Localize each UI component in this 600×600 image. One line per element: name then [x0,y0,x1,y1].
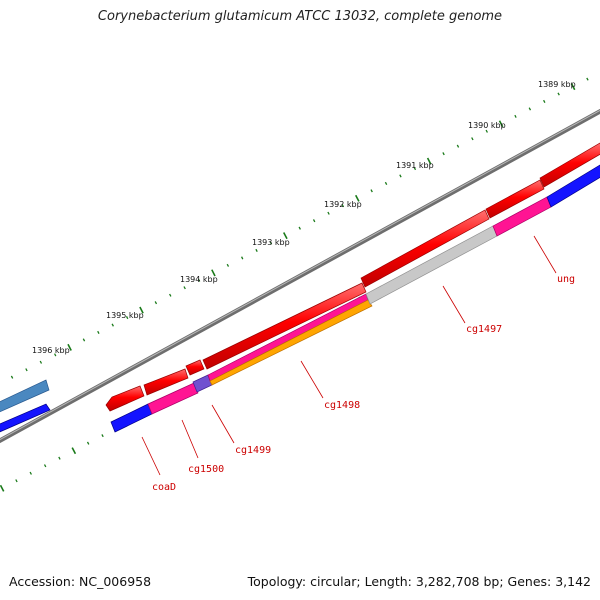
leader-line-coaD [141,436,161,476]
leader-line-cg1498 [300,360,324,399]
kbp-label: 1394 kbp [180,275,218,284]
major-tick [67,343,72,351]
kbp-label: 1395 kbp [106,311,144,320]
minor-tick [327,211,330,215]
minor-tick [169,293,172,297]
minor-tick [255,248,258,252]
minor-tick [125,316,129,320]
gene-feature-red [360,209,490,288]
major-tick [0,484,5,492]
minor-tick [58,456,61,460]
minor-tick [485,129,488,133]
gene-feature-red [185,359,205,376]
gene-feature-red [202,282,367,370]
minor-tick [54,353,57,357]
minor-tick [586,77,589,81]
minor-tick [413,167,417,171]
minor-tick [269,241,273,245]
major-tick [282,232,288,240]
leader-line-cg1497 [442,285,466,324]
minor-tick [312,219,316,223]
gene-feature-pink-cg1498 [207,293,369,382]
gene-label-ung: ung [557,274,575,285]
major-tick [426,157,432,165]
gene-feature-red [485,179,545,219]
gene-feature-blue-right [546,164,600,208]
kbp-label: 1392 kbp [324,200,362,209]
genome-backbone-highlight [0,109,600,441]
accession-text: Accession: NC_006958 [9,574,152,589]
minor-tick [226,263,230,267]
minor-tick [370,189,373,193]
minor-tick [557,92,560,96]
gene-labels: ung cg1497 cg1498 cg1499 cg1500 coaD [152,274,575,493]
minor-tick [39,360,43,364]
minor-tick [86,441,90,445]
minor-tick [111,323,114,327]
gene-feature-blue-left [0,403,51,433]
gene-feature-steel [0,379,50,413]
minor-tick [183,286,186,290]
gene-features [0,142,600,433]
major-tick [139,306,144,314]
minor-tick [15,479,18,483]
kbp-label: 1391 kbp [396,161,434,170]
kbp-label: 1393 kbp [252,238,290,247]
gene-feature-orange-cg1498 [209,299,373,386]
major-tick [211,269,216,277]
minor-tick [543,99,546,103]
major-tick [354,194,360,202]
leader-line-cg1499 [211,404,235,444]
outer-tick-ring [0,77,589,388]
minor-tick [442,152,445,156]
minor-tick [399,174,402,178]
map-title: Corynebacterium glutamicum ATCC 13032, c… [97,9,503,24]
gene-label-cg1500: cg1500 [188,464,224,475]
minor-tick [10,375,14,379]
minor-tick [97,330,100,334]
gene-label-cg1498: cg1498 [324,400,360,411]
minor-tick [298,226,301,230]
minor-tick [43,464,47,468]
major-tick [71,447,77,455]
gene-label-coaD: coaD [152,482,176,493]
minor-tick [25,368,28,372]
kbp-label: 1389 kbp [538,80,576,89]
gene-feature-pink-cg1500 [147,382,199,415]
kbp-label: 1396 kbp [32,346,70,355]
kbp-labels: 1389 kbp 1390 kbp 1391 kbp 1392 kbp 1393… [32,80,576,355]
minor-tick [241,256,244,260]
gene-feature-red [143,368,189,396]
minor-tick [29,471,32,475]
minor-tick [456,144,460,148]
major-tick [570,83,576,91]
minor-tick [384,181,388,185]
minor-tick [471,137,474,141]
minor-tick [154,301,158,305]
minor-tick [514,114,517,118]
gene-label-cg1499: cg1499 [235,445,271,456]
minor-tick [101,434,104,438]
kbp-label: 1390 kbp [468,121,506,130]
minor-tick [82,338,86,342]
minor-tick [341,204,345,208]
leader-line-ung [533,235,557,274]
topology-summary: Topology: circular; Length: 3,282,708 bp… [247,574,591,589]
minor-tick [197,278,201,282]
major-tick [498,120,504,128]
gene-feature-red [539,142,600,188]
gene-feature-red [105,385,145,412]
leader-line-cg1500 [181,419,199,459]
minor-tick [528,107,532,111]
gene-label-cg1497: cg1497 [466,324,502,335]
genome-backbone [0,108,600,444]
gene-label-leaders [141,235,557,476]
